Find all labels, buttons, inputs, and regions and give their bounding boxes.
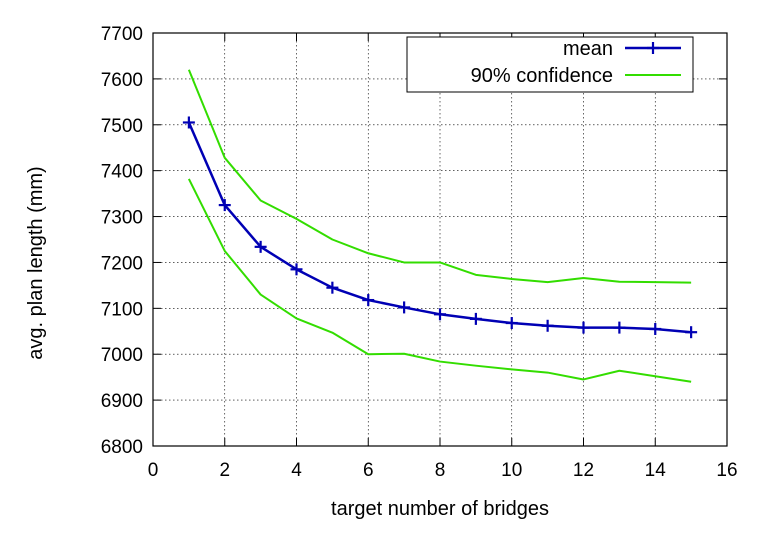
- mean-point: [254, 240, 267, 253]
- mean-point: [469, 312, 482, 325]
- mean-point: [218, 199, 231, 212]
- y-tick-label: 7000: [101, 345, 143, 366]
- y-tick-label: 7500: [101, 116, 143, 137]
- mean-point: [685, 326, 698, 339]
- mean-point: [182, 116, 195, 129]
- x-tick-label: 16: [716, 460, 737, 481]
- legend: mean 90% confidence: [406, 36, 694, 93]
- y-tick-label: 7100: [101, 299, 143, 320]
- mean-point: [613, 321, 626, 334]
- legend-box: [406, 36, 694, 93]
- y-axis-label: avg. plan length (mm): [25, 166, 47, 359]
- legend-label-mean: mean: [563, 38, 613, 60]
- mean-point: [541, 319, 554, 332]
- x-tick-label: 8: [435, 460, 446, 481]
- y-tick-label: 7400: [101, 162, 143, 183]
- legend-swatch-mean: [625, 42, 681, 54]
- x-tick-label: 6: [363, 460, 374, 481]
- mean-point: [398, 301, 411, 314]
- grid: [153, 33, 727, 446]
- y-tick-label: 7700: [101, 24, 143, 45]
- y-tick-label: 7200: [101, 253, 143, 274]
- mean-point: [649, 322, 662, 335]
- mean-point: [577, 321, 590, 334]
- mean-point: [326, 281, 339, 294]
- legend-label-confidence: 90% confidence: [471, 65, 613, 87]
- x-tick-label: 2: [219, 460, 230, 481]
- mean-point: [362, 294, 375, 307]
- x-tick-label: 10: [501, 460, 522, 481]
- y-tick-label: 6800: [101, 437, 143, 458]
- y-tick-label: 6900: [101, 391, 143, 412]
- x-tick-label: 12: [573, 460, 594, 481]
- confidence-lower-line: [187, 178, 692, 383]
- series-layer: [182, 69, 698, 383]
- mean-point: [505, 317, 518, 330]
- x-tick-label: 0: [148, 460, 159, 481]
- confidence-upper-line: [187, 69, 692, 284]
- y-tick-label: 7600: [101, 70, 143, 91]
- mean-point: [434, 308, 446, 321]
- x-tick-label: 4: [291, 460, 302, 481]
- y-tick-label: 7300: [101, 208, 143, 229]
- x-tick-label: 14: [645, 460, 667, 481]
- x-axis-label: target number of bridges: [331, 498, 549, 520]
- ticks: 0 2 4 6 8 10 12 14 16 6800 6900 7000 7100 7200 7300 740…: [101, 24, 738, 481]
- mean-point: [290, 263, 303, 276]
